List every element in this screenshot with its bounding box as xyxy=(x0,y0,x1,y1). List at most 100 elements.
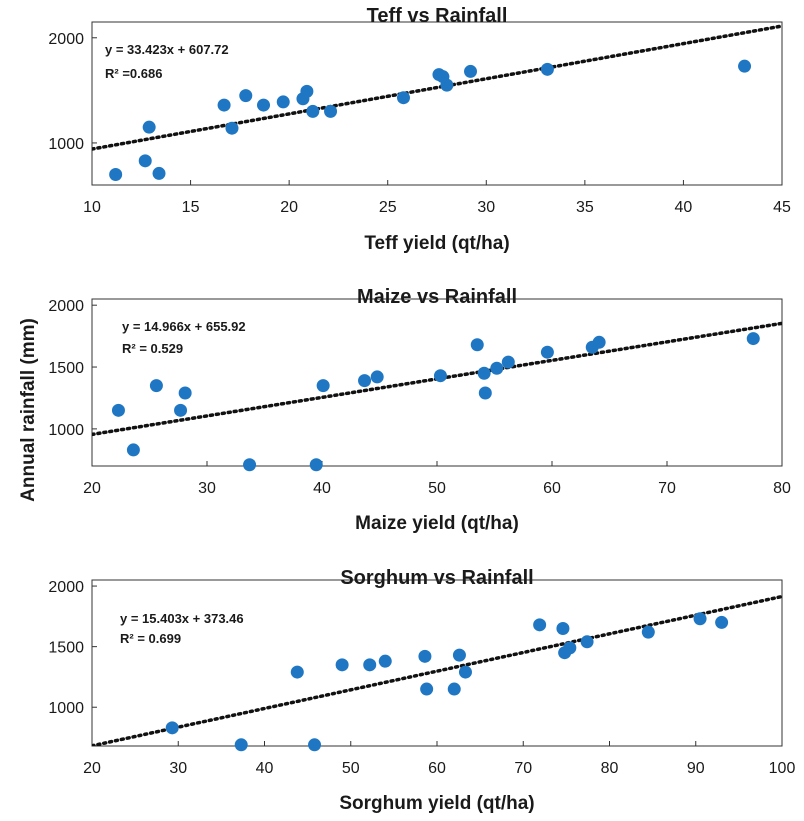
data-point xyxy=(440,78,454,92)
trendline xyxy=(92,594,782,746)
x-tick-label: 35 xyxy=(576,199,594,216)
x-tick-label: 50 xyxy=(428,480,446,497)
x-tick-label: 25 xyxy=(379,199,397,216)
data-point xyxy=(243,458,257,472)
data-point xyxy=(452,648,466,662)
data-point xyxy=(738,59,752,73)
data-point xyxy=(478,386,492,400)
chart-panel-3: Sorghum vs Rainfall 20 30 40 50 60 70 80 90 100 10… xyxy=(48,567,795,814)
data-point xyxy=(501,355,515,369)
x-tick-label: 15 xyxy=(182,199,200,216)
data-point xyxy=(641,625,655,639)
x-tick-label: 30 xyxy=(198,480,216,497)
x-axis-label: Teff yield (qt/ha) xyxy=(364,233,509,254)
data-point xyxy=(225,121,239,135)
data-point xyxy=(165,721,179,735)
x-axis-label: Maize yield (qt/ha) xyxy=(355,513,519,534)
r-squared: R² = 0.529 xyxy=(122,341,183,356)
r-squared: R² =0.686 xyxy=(105,66,162,81)
data-point xyxy=(556,621,570,635)
data-point xyxy=(257,98,271,112)
x-tick-label: 70 xyxy=(658,480,676,497)
data-point xyxy=(335,658,349,672)
data-point xyxy=(142,120,156,134)
x-tick-label: 80 xyxy=(773,480,791,497)
data-point xyxy=(276,95,290,109)
data-point xyxy=(109,167,123,181)
data-point xyxy=(477,366,491,380)
x-tick-label: 90 xyxy=(687,760,705,777)
data-point xyxy=(420,682,434,696)
data-point xyxy=(324,104,338,118)
data-point xyxy=(715,615,729,629)
x-tick-label: 40 xyxy=(256,760,274,777)
data-point xyxy=(149,379,163,393)
r-squared: R² = 0.699 xyxy=(120,631,181,646)
x-tick-label: 20 xyxy=(83,480,101,497)
y-tick-label: 1000 xyxy=(48,422,84,439)
trend-equation: y = 15.403x + 373.46 xyxy=(120,611,244,626)
data-point xyxy=(433,369,447,383)
data-point xyxy=(490,361,504,375)
data-point xyxy=(316,379,330,393)
data-point xyxy=(111,403,125,417)
y-tick-label: 1500 xyxy=(48,360,84,377)
x-tick-label: 30 xyxy=(169,760,187,777)
data-point xyxy=(290,665,304,679)
data-point xyxy=(178,386,192,400)
data-point xyxy=(464,64,478,78)
data-point xyxy=(592,335,606,349)
data-point xyxy=(152,166,166,180)
plot-frame xyxy=(91,21,783,186)
x-tick-label: 70 xyxy=(514,760,532,777)
y-tick-label: 2000 xyxy=(48,579,84,596)
trendline xyxy=(92,24,782,151)
data-point xyxy=(358,374,372,388)
y-tick-label: 2000 xyxy=(48,31,84,48)
y-tick-label: 1000 xyxy=(48,700,84,717)
data-point xyxy=(239,89,253,103)
y-tick-label: 1000 xyxy=(48,136,84,153)
x-axis-label: Sorghum yield (qt/ha) xyxy=(339,793,534,814)
data-point xyxy=(563,641,577,655)
x-tick-label: 10 xyxy=(83,199,101,216)
plot-frame xyxy=(91,579,783,747)
data-point xyxy=(580,635,594,649)
chart-panel-1: Teff vs Rainfall 10 15 20 25 30 35 40 45 1000 2000… xyxy=(48,5,791,254)
data-point xyxy=(308,738,322,752)
data-point xyxy=(533,618,547,632)
data-point xyxy=(363,658,377,672)
data-point xyxy=(540,345,554,359)
chart-panel-2: Maize vs Rainfall 20 30 40 50 60 70 80 1000 1500 2… xyxy=(48,286,791,534)
data-point xyxy=(300,84,314,98)
x-tick-label: 80 xyxy=(601,760,619,777)
data-point xyxy=(447,682,461,696)
y-axis-label: Annual rainfall (mm) xyxy=(18,318,39,502)
data-point xyxy=(378,654,392,668)
trend-equation: y = 33.423x + 607.72 xyxy=(105,42,229,57)
x-tick-label: 20 xyxy=(83,760,101,777)
x-tick-label: 60 xyxy=(428,760,446,777)
data-point xyxy=(138,154,152,168)
trend-equation: y = 14.966x + 655.92 xyxy=(122,319,246,334)
data-point xyxy=(540,62,554,76)
data-point xyxy=(309,458,323,472)
data-point xyxy=(126,443,140,457)
x-tick-label: 60 xyxy=(543,480,561,497)
y-tick-label: 1500 xyxy=(48,640,84,657)
chart-panels: Teff vs Rainfall 10 15 20 25 30 35 40 45 1000 2000… xyxy=(48,5,795,814)
data-point xyxy=(174,403,188,417)
data-point xyxy=(470,338,484,352)
data-point xyxy=(458,665,472,679)
x-tick-label: 40 xyxy=(675,199,693,216)
x-tick-label: 40 xyxy=(313,480,331,497)
chart-title: Teff vs Rainfall xyxy=(367,5,508,27)
data-point xyxy=(693,612,707,626)
chart-title: Sorghum vs Rainfall xyxy=(340,567,533,589)
x-tick-label: 20 xyxy=(280,199,298,216)
x-tick-label: 45 xyxy=(773,199,791,216)
chart-title: Maize vs Rainfall xyxy=(357,286,517,308)
y-tick-label: 2000 xyxy=(48,298,84,315)
x-tick-label: 30 xyxy=(477,199,495,216)
